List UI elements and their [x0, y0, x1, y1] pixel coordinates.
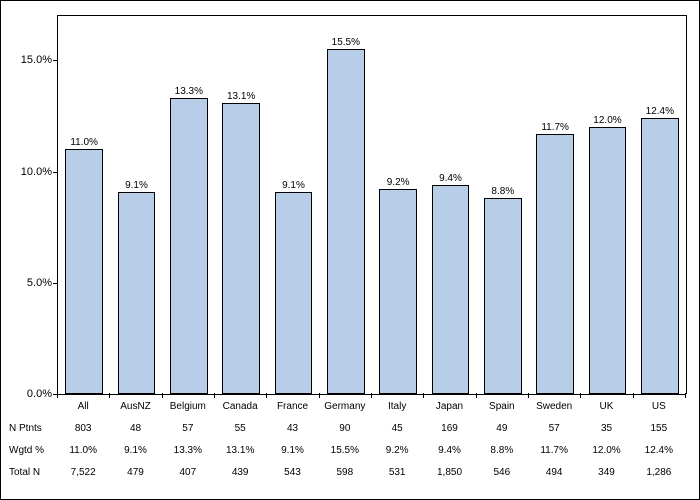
- bar-value-label: 13.1%: [227, 91, 255, 104]
- bar: 13.3%: [170, 98, 208, 394]
- table-cell: 45: [392, 423, 403, 434]
- table-cell: 546: [493, 467, 510, 478]
- x-category-label: Sweden: [536, 401, 572, 412]
- table-cell: 12.0%: [592, 445, 620, 456]
- table-cell: 57: [549, 423, 560, 434]
- x-category-label: AusNZ: [120, 401, 151, 412]
- bar: 9.4%: [432, 185, 470, 394]
- table-cell: 531: [389, 467, 406, 478]
- x-axis-line: [58, 394, 686, 395]
- x-category-label: Spain: [489, 401, 515, 412]
- table-cell: 7,522: [71, 467, 96, 478]
- x-tick-mark: [423, 393, 424, 398]
- y-tick-label: 5.0%: [27, 277, 58, 289]
- bar-value-label: 13.3%: [175, 86, 203, 99]
- table-row-label: Wgtd %: [9, 445, 44, 456]
- bar: 12.4%: [641, 118, 679, 394]
- chart-frame: 0.0% 5.0% 10.0% 15.0% 11.0% 9.1% 13.3% 13.1% 9.1…: [0, 0, 700, 500]
- table-cell: 479: [127, 467, 144, 478]
- table-cell: 13.1%: [226, 445, 254, 456]
- x-category-label: Japan: [436, 401, 463, 412]
- x-category-label: Italy: [388, 401, 406, 412]
- y-tick-label: 15.0%: [21, 54, 58, 66]
- bar-value-label: 9.1%: [282, 180, 305, 193]
- table-cell: 439: [232, 467, 249, 478]
- y-tick-label: 10.0%: [21, 166, 58, 178]
- x-tick-mark: [162, 393, 163, 398]
- plot-area: 0.0%5.0%10.0%15.0%11.0%9.1%13.3%13.1%9.1…: [57, 15, 687, 394]
- x-tick-mark: [685, 393, 686, 398]
- table-cell: 1,286: [646, 467, 671, 478]
- x-tick-mark: [57, 393, 58, 398]
- table-cell: 35: [601, 423, 612, 434]
- bar-value-label: 11.7%: [541, 122, 569, 135]
- x-category-label: All: [78, 401, 89, 412]
- table-cell: 543: [284, 467, 301, 478]
- table-cell: 11.7%: [540, 445, 568, 456]
- x-category-label: France: [277, 401, 308, 412]
- table-cell: 803: [75, 423, 92, 434]
- table-row-label: Total N: [9, 467, 40, 478]
- bar: 9.1%: [118, 192, 156, 394]
- bar-value-label: 9.4%: [439, 173, 462, 186]
- bar: 11.7%: [536, 134, 574, 394]
- table-cell: 9.1%: [281, 445, 304, 456]
- table-cell: 49: [496, 423, 507, 434]
- x-tick-mark: [528, 393, 529, 398]
- table-cell: 169: [441, 423, 458, 434]
- bar-value-label: 8.8%: [491, 186, 514, 199]
- table-cell: 494: [546, 467, 563, 478]
- x-tick-mark: [633, 393, 634, 398]
- bar: 15.5%: [327, 49, 365, 394]
- x-tick-mark: [109, 393, 110, 398]
- bar: 12.0%: [589, 127, 627, 394]
- table-cell: 57: [182, 423, 193, 434]
- x-tick-mark: [580, 393, 581, 398]
- x-category-label: UK: [600, 401, 614, 412]
- table-cell: 43: [287, 423, 298, 434]
- bar-value-label: 15.5%: [332, 37, 360, 50]
- table-cell: 48: [130, 423, 141, 434]
- table-cell: 11.0%: [69, 445, 97, 456]
- table-row-label: N Ptnts: [9, 423, 42, 434]
- table-cell: 9.4%: [438, 445, 461, 456]
- table-cell: 15.5%: [331, 445, 359, 456]
- table-cell: 55: [235, 423, 246, 434]
- table-cell: 155: [650, 423, 667, 434]
- bar: 11.0%: [65, 149, 103, 394]
- bar-value-label: 9.2%: [387, 177, 410, 190]
- table-cell: 349: [598, 467, 615, 478]
- x-tick-mark: [476, 393, 477, 398]
- table-cell: 8.8%: [490, 445, 513, 456]
- bar-value-label: 12.4%: [646, 106, 674, 119]
- bar: 8.8%: [484, 198, 522, 394]
- x-category-label: US: [652, 401, 666, 412]
- table-cell: 12.4%: [645, 445, 673, 456]
- x-tick-mark: [214, 393, 215, 398]
- table-cell: 9.1%: [124, 445, 147, 456]
- x-category-label: Germany: [324, 401, 365, 412]
- x-tick-mark: [319, 393, 320, 398]
- bar-value-label: 9.1%: [125, 180, 148, 193]
- table-cell: 407: [179, 467, 196, 478]
- table-cell: 9.2%: [386, 445, 409, 456]
- bar: 9.2%: [379, 189, 417, 394]
- table-cell: 1,850: [437, 467, 462, 478]
- table-cell: 90: [339, 423, 350, 434]
- table-cell: 13.3%: [174, 445, 202, 456]
- bar: 13.1%: [222, 103, 260, 394]
- x-tick-mark: [266, 393, 267, 398]
- bar-value-label: 11.0%: [70, 137, 98, 150]
- x-category-label: Canada: [223, 401, 258, 412]
- x-tick-mark: [371, 393, 372, 398]
- bar: 9.1%: [275, 192, 313, 394]
- table-cell: 598: [336, 467, 353, 478]
- bar-value-label: 12.0%: [593, 115, 621, 128]
- y-tick-label: 0.0%: [27, 388, 58, 400]
- x-category-label: Belgium: [170, 401, 206, 412]
